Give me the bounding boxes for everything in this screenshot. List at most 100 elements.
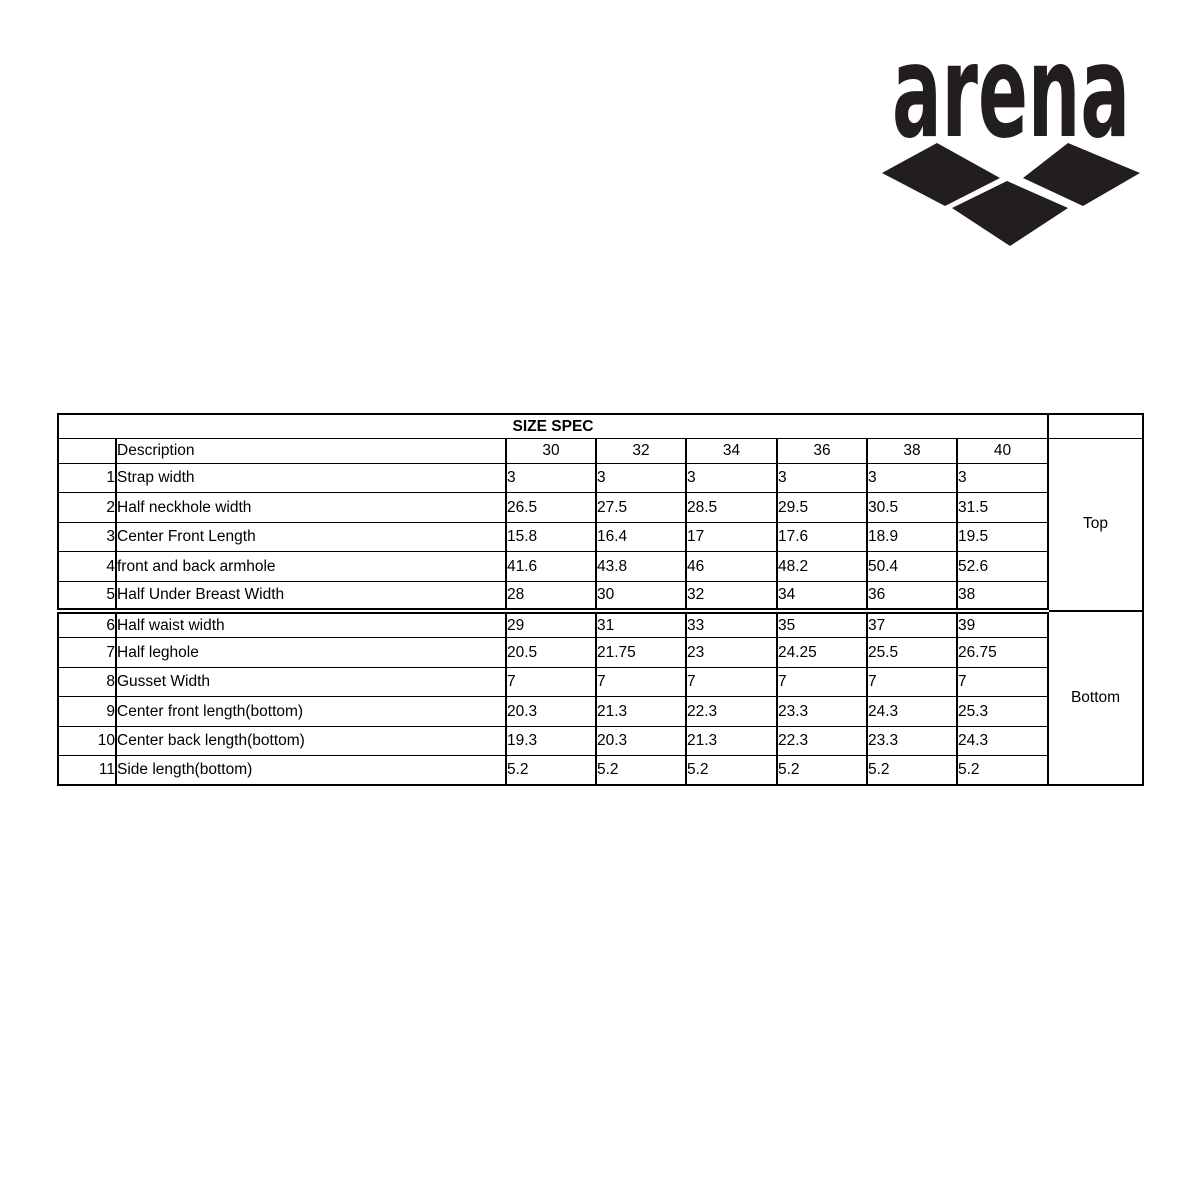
table-row: 7 Half leghole 20.5 21.75 23 24.25 25.5 … (57, 637, 1143, 668)
logo-diamond-left-icon (882, 143, 1000, 206)
row-number: 1 (57, 462, 117, 493)
cell-value: 27.5 (595, 492, 687, 523)
logo-diamond-right-icon (1023, 143, 1140, 206)
size-col-header-32: 32 (595, 437, 687, 464)
cell-value: 19.5 (956, 521, 1049, 552)
row-label: Gusset Width (115, 666, 507, 697)
row-number: 2 (57, 492, 117, 523)
cell-value: 22.3 (685, 696, 778, 727)
cell-value: 17 (685, 521, 778, 552)
cell-value: 28 (505, 580, 597, 611)
arena-wordmark: arena (892, 38, 1130, 167)
cell-value: 31 (595, 607, 687, 638)
cell-value: 38 (956, 580, 1049, 611)
cell-value: 26.5 (505, 492, 597, 523)
cell-value: 7 (595, 666, 687, 697)
row-number: 4 (57, 551, 117, 582)
cell-value: 3 (595, 462, 687, 493)
row-number: 3 (57, 521, 117, 552)
cell-value: 3 (866, 462, 958, 493)
row-number: 8 (57, 666, 117, 697)
cell-value: 23 (685, 637, 778, 668)
cell-value: 18.9 (866, 521, 958, 552)
cell-value: 5.2 (685, 755, 778, 786)
arena-logo: arena (880, 18, 1142, 252)
cell-value: 25.3 (956, 696, 1049, 727)
cell-value: 46 (685, 551, 778, 582)
cell-value: 48.2 (776, 551, 868, 582)
cell-value: 21.3 (595, 696, 687, 727)
cell-value: 34 (776, 580, 868, 611)
size-spec-table: SIZE SPEC Description 30 32 34 36 38 40 … (57, 413, 1144, 786)
cell-value: 20.5 (505, 637, 597, 668)
size-col-header-30: 30 (505, 437, 597, 464)
cell-value: 5.2 (776, 755, 868, 786)
cell-value: 5.2 (956, 755, 1049, 786)
cell-value: 7 (685, 666, 778, 697)
row-number: 11 (57, 755, 117, 786)
cell-value: 7 (866, 666, 958, 697)
cell-value: 7 (956, 666, 1049, 697)
table-row: 5 Half Under Breast Width 28 30 32 34 36… (57, 580, 1143, 611)
table-row: 1 Strap width 3 3 3 3 3 3 (57, 462, 1143, 493)
header-row: Description 30 32 34 36 38 40 Top (57, 437, 1144, 611)
table-row: 10 Center back length(bottom) 19.3 20.3 … (57, 725, 1143, 756)
cell-value: 3 (776, 462, 868, 493)
table-row: 2 Half neckhole width 26.5 27.5 28.5 29.… (57, 492, 1143, 523)
cell-value: 5.2 (866, 755, 958, 786)
row-label: Side length(bottom) (115, 755, 507, 786)
size-col-header-38: 38 (866, 437, 958, 464)
row-number: 7 (57, 637, 117, 668)
cell-value: 19.3 (505, 725, 597, 756)
cell-value: 21.3 (685, 725, 778, 756)
cell-value: 41.6 (505, 551, 597, 582)
table-row: 4 front and back armhole 41.6 43.8 46 48… (57, 551, 1143, 582)
size-col-header-34: 34 (685, 437, 778, 464)
cell-value: 22.3 (776, 725, 868, 756)
table-row: 9 Center front length(bottom) 20.3 21.3 … (57, 696, 1143, 727)
cell-value: 23.3 (866, 725, 958, 756)
cell-value: 33 (685, 607, 778, 638)
cell-value: 16.4 (595, 521, 687, 552)
cell-value: 30.5 (866, 492, 958, 523)
row-label: Half leghole (115, 637, 507, 668)
cell-value: 29.5 (776, 492, 868, 523)
cell-value: 3 (505, 462, 597, 493)
size-col-header-36: 36 (776, 437, 868, 464)
cell-value: 7 (776, 666, 868, 697)
cell-value: 15.8 (505, 521, 597, 552)
size-col-header-40: 40 (956, 437, 1049, 464)
table-row: 3 Center Front Length 15.8 16.4 17 17.6 … (57, 521, 1143, 552)
row-label: Half neckhole width (115, 492, 507, 523)
cell-value: 43.8 (595, 551, 687, 582)
cell-value: 20.3 (595, 725, 687, 756)
cell-value: 28.5 (685, 492, 778, 523)
cell-value: 5.2 (505, 755, 597, 786)
cell-value: 3 (685, 462, 778, 493)
cell-value: 25.5 (866, 637, 958, 668)
cell-value: 52.6 (956, 551, 1049, 582)
title-row: SIZE SPEC (57, 413, 1144, 439)
corner-gray-cell (1047, 413, 1144, 439)
cell-value: 21.75 (595, 637, 687, 668)
cell-value: 39 (956, 607, 1049, 638)
cell-value: 7 (505, 666, 597, 697)
cell-value: 30 (595, 580, 687, 611)
cell-value: 24.3 (956, 725, 1049, 756)
row-label: front and back armhole (115, 551, 507, 582)
row-label: Half Under Breast Width (115, 580, 507, 611)
table-row: 11 Side length(bottom) 5.2 5.2 5.2 5.2 5… (57, 755, 1143, 786)
table-title: SIZE SPEC (57, 413, 1049, 439)
description-header: Description (115, 437, 507, 464)
row-label: Center front length(bottom) (115, 696, 507, 727)
row-label: Half waist width (115, 607, 507, 638)
group-label-top: Top (1047, 437, 1144, 611)
cell-value: 31.5 (956, 492, 1049, 523)
cell-value: 24.3 (866, 696, 958, 727)
cell-value: 29 (505, 607, 597, 638)
cell-value: 37 (866, 607, 958, 638)
cell-value: 5.2 (595, 755, 687, 786)
cell-value: 26.75 (956, 637, 1049, 668)
cell-value: 3 (956, 462, 1049, 493)
